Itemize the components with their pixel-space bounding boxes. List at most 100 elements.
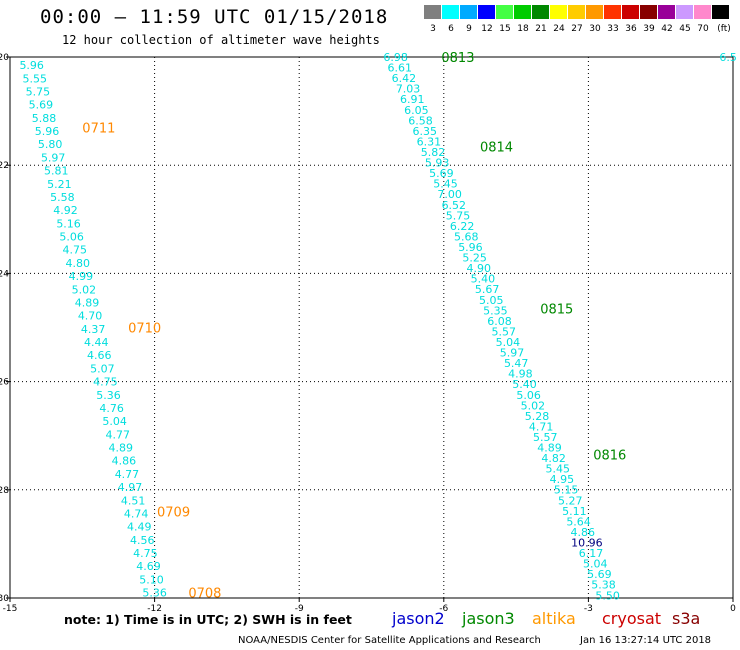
wave-height-value: 5.80 xyxy=(38,138,63,151)
wave-height-value: 10.96 xyxy=(571,537,603,550)
wave-height-value: 4.75 xyxy=(93,376,118,389)
pass-time-label: 0814 xyxy=(480,140,513,155)
wave-height-value: 5.68 xyxy=(454,230,479,243)
wave-height-value: 4.70 xyxy=(78,310,103,323)
color-swatch xyxy=(640,5,657,19)
wave-height-value: 4.90 xyxy=(467,262,492,275)
x-tick-label: -6 xyxy=(439,604,448,614)
wave-height-value: 4.97 xyxy=(118,481,143,494)
wave-height-value: 4.56 xyxy=(130,534,155,547)
wave-height-value: 4.86 xyxy=(570,526,595,539)
x-tick-label: 0 xyxy=(730,604,736,614)
color-swatch xyxy=(658,5,675,19)
wave-height-value: 7.00 xyxy=(437,188,462,201)
color-swatch xyxy=(424,5,441,19)
wave-height-value: 5.75 xyxy=(446,209,471,222)
color-swatch xyxy=(676,5,693,19)
wave-height-value: 4.98 xyxy=(508,368,533,381)
wave-height-value: 4.89 xyxy=(537,442,562,455)
color-scale-label: 3 xyxy=(430,24,436,34)
color-scale-label: 21 xyxy=(535,24,547,34)
wave-height-value: 6.22 xyxy=(450,220,475,233)
color-scale-label: 18 xyxy=(517,24,529,34)
wave-height-value: 5.45 xyxy=(546,463,571,476)
wave-height-value: 6.58 xyxy=(408,114,433,127)
y-tick-label: -24 xyxy=(0,269,9,279)
wave-height-value: 5.02 xyxy=(72,283,97,296)
wave-height-value: 4.89 xyxy=(109,442,134,455)
wave-height-value: 5.64 xyxy=(566,515,591,528)
color-scale-label: 9 xyxy=(466,24,472,34)
color-scale-label: 45 xyxy=(679,24,691,34)
wave-height-value: 5.02 xyxy=(521,399,546,412)
color-swatch xyxy=(622,5,639,19)
wave-height-value: 6.98 xyxy=(383,51,408,64)
wave-height-value: 5.45 xyxy=(433,178,458,191)
wave-height-value: 4.44 xyxy=(84,336,109,349)
wave-height-value: 5.96 xyxy=(35,125,60,138)
pass-time-label: 0815 xyxy=(540,303,573,318)
color-scale-label: 12 xyxy=(481,24,493,34)
color-swatch xyxy=(568,5,585,19)
wave-height-value: 6.31 xyxy=(417,135,442,148)
satellite-legend-jason2: jason2 xyxy=(392,609,445,628)
wave-height-value: 5.57 xyxy=(533,431,558,444)
wave-height-value: 5.67 xyxy=(475,283,500,296)
wave-height-value: 5.96 xyxy=(19,59,44,72)
footer-note: note: 1) Time is in UTC; 2) SWH is in fe… xyxy=(64,612,352,627)
wave-height-value: 6.42 xyxy=(392,72,417,85)
wave-height-value: 5.40 xyxy=(512,378,537,391)
x-tick-label: -12 xyxy=(147,604,162,614)
wave-height-value: 5.06 xyxy=(59,231,84,244)
pass-time-label: 0711 xyxy=(82,121,115,136)
wave-height-value: 4.74 xyxy=(124,507,149,520)
pass-time-label: 0813 xyxy=(441,51,474,66)
y-tick-label: -20 xyxy=(0,53,9,63)
color-swatch xyxy=(694,5,711,19)
color-swatch xyxy=(514,5,531,19)
color-scale-label: 39 xyxy=(643,24,655,34)
wave-height-value: 5.04 xyxy=(496,336,521,349)
wave-height-value: 4.80 xyxy=(66,257,91,270)
wave-height-value: 4.75 xyxy=(62,244,87,257)
wave-height-value: 4.77 xyxy=(105,428,130,441)
wave-height-value: 5.40 xyxy=(471,273,496,286)
color-scale-label: 70 xyxy=(697,24,709,34)
wave-height-value: 5.11 xyxy=(562,505,587,518)
wave-height-value: 4.71 xyxy=(529,420,554,433)
wave-height-value: 6.61 xyxy=(388,62,413,75)
color-scale-label: 27 xyxy=(571,24,583,34)
wave-height-value: 5.55 xyxy=(23,72,48,85)
wave-height-value: 6.52 xyxy=(442,199,467,212)
x-tick-label: -9 xyxy=(295,604,304,614)
x-tick-label: -15 xyxy=(3,604,18,614)
chart-title: 00:00 – 11:59 UTC 01/15/2018 xyxy=(40,6,389,28)
wave-height-value: 5.97 xyxy=(41,151,66,164)
wave-height-value: 4.76 xyxy=(99,402,124,415)
wave-height-value: 6.35 xyxy=(412,125,437,138)
wave-height-value: 5.05 xyxy=(479,294,504,307)
wave-height-value: 5.06 xyxy=(516,389,541,402)
color-scale-label: 6 xyxy=(448,24,454,34)
wave-height-value: 5.36 xyxy=(142,587,167,600)
wave-height-value: 5.25 xyxy=(462,252,487,265)
wave-height-value: 5.93 xyxy=(425,157,450,170)
credit-line: NOAA/NESDIS Center for Satellite Applica… xyxy=(238,635,541,646)
wave-height-value: 5.15 xyxy=(554,484,579,497)
plot-frame xyxy=(9,56,734,599)
wave-height-value: 5.97 xyxy=(500,347,525,360)
color-swatch xyxy=(460,5,477,19)
wave-height-value: 5.75 xyxy=(26,85,51,98)
color-scale-label: 15 xyxy=(499,24,511,34)
wave-height-value: 7.03 xyxy=(396,83,421,96)
color-scale-label: 33 xyxy=(607,24,619,34)
y-tick-label: -22 xyxy=(0,161,9,171)
wave-height-value: 4.89 xyxy=(75,296,100,309)
wave-height-value: 6.05 xyxy=(404,104,429,117)
wave-height-value: 5.04 xyxy=(102,415,127,428)
wave-height-value: 5.69 xyxy=(29,99,54,112)
wave-height-value: 4.51 xyxy=(121,494,146,507)
wave-height-value: 4.49 xyxy=(127,521,152,534)
wave-height-value: 5.36 xyxy=(96,389,121,402)
